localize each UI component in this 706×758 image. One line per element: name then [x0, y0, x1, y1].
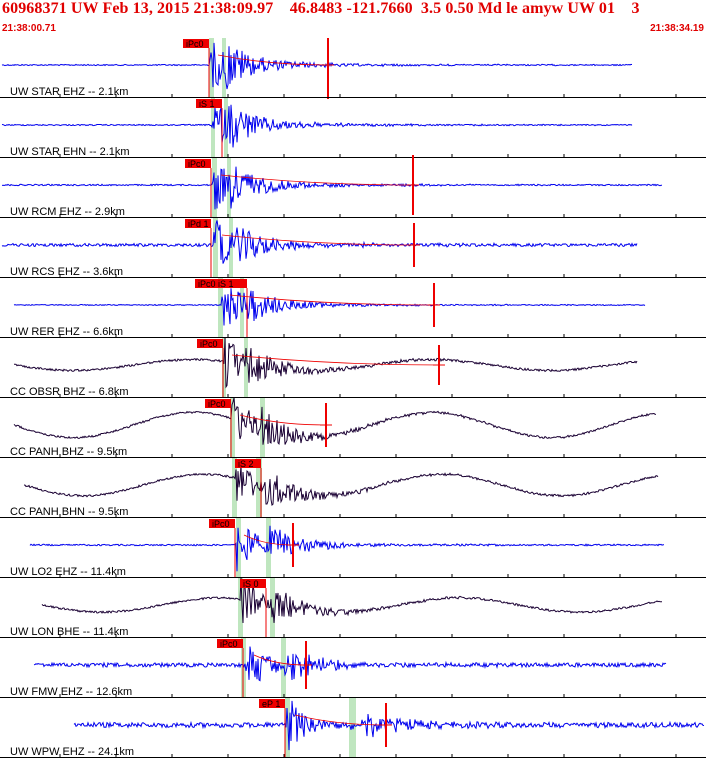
pick-label: iPd 1 [188, 219, 209, 229]
waveform-trace [13, 337, 638, 389]
pick-flag[interactable] [183, 39, 209, 48]
pick-label: iPc0 [200, 339, 218, 349]
station-label: UW FMW EHZ -- 12.6km [10, 686, 132, 698]
p-window [222, 338, 226, 398]
coda-line [239, 414, 327, 426]
station-label: UW STAR EHN -- 2.1km [10, 146, 130, 158]
station-label: UW WPW EHZ -- 24.1km [10, 746, 134, 758]
pick-label: iPc0 [220, 639, 238, 649]
station-label: CC PANH BHN -- 9.5km [10, 506, 128, 518]
pick-label: iS 0 [243, 579, 259, 589]
pick-flag[interactable] [259, 699, 285, 708]
coda-line [229, 294, 435, 306]
waveform-trace [73, 700, 705, 751]
waveform-trace [1, 166, 663, 210]
pick-flag[interactable] [185, 219, 211, 228]
waveform-trace [33, 646, 667, 682]
waveform-trace [13, 288, 646, 326]
header-bar: 60968371 UW Feb 13, 2015 21:38:09.97 46.… [0, 0, 706, 40]
s-window [240, 278, 244, 338]
pick-flag[interactable] [209, 519, 235, 528]
pick-label: iPc0 [212, 519, 230, 529]
waveform-trace [29, 525, 665, 572]
pick-label: eP 1 [262, 699, 280, 709]
station-label: CC PANH BHZ -- 9.5km [10, 446, 127, 458]
p-window [211, 98, 215, 158]
station-label: UW RCM EHZ -- 2.9km [10, 206, 125, 218]
p-window [285, 698, 290, 758]
pick-flag[interactable] [195, 279, 247, 288]
p-window [213, 218, 218, 278]
p-window [230, 398, 235, 458]
pick-label: iPc0 [188, 159, 206, 169]
waveform-trace [23, 465, 659, 506]
s-window [266, 518, 271, 578]
station-label: UW LON BHE -- 11.4km [10, 626, 128, 638]
pick-label: iPc0 [208, 399, 226, 409]
pick-flag[interactable] [217, 639, 243, 648]
start-time: 21:38:00.71 [2, 23, 56, 34]
pick-flag[interactable] [205, 399, 231, 408]
p-window [209, 38, 214, 98]
pick-flag[interactable] [240, 579, 266, 588]
coda-line [221, 234, 415, 246]
end-time: 21:38:34.19 [650, 23, 704, 34]
pick-label: iPc0 [186, 39, 204, 49]
coda-line [217, 54, 329, 66]
waveform-trace [1, 220, 638, 264]
waveform-trace [1, 42, 633, 90]
event-title: 60968371 UW Feb 13, 2015 21:38:09.97 46.… [2, 0, 640, 17]
station-label: CC OBSR BHZ -- 6.8km [10, 386, 129, 398]
station-label: UW RCS EHZ -- 3.6km [10, 266, 123, 278]
s-window [227, 158, 231, 218]
station-label: UW LO2 EHZ -- 11.4km [10, 566, 126, 578]
p-window [238, 578, 243, 638]
s-window [244, 338, 248, 398]
pick-label: iS 2 [238, 459, 254, 469]
pick-label: iPc0 iS 1 [198, 279, 234, 289]
p-window [218, 278, 223, 338]
coda-line [220, 174, 414, 186]
waveform-trace [1, 104, 633, 148]
pick-flag[interactable] [197, 339, 223, 348]
pick-flag[interactable] [235, 459, 261, 468]
station-label: UW RER EHZ -- 6.6km [10, 326, 123, 338]
waveform-trace [41, 577, 663, 624]
station-label: UW STAR EHZ -- 2.1km [10, 86, 128, 98]
coda-line [294, 714, 387, 726]
waveform-trace [13, 397, 657, 446]
p-window [236, 518, 241, 578]
pick-label: iS 1 [199, 99, 215, 109]
pick-flag[interactable] [196, 99, 222, 108]
pick-flag[interactable] [185, 159, 211, 168]
coda-line [231, 354, 440, 366]
seismogram-panel[interactable]: iPc0 UW STAR EHZ -- 2.1km iS 1 UW STAR EHN … [0, 38, 706, 758]
p-window [232, 458, 237, 518]
